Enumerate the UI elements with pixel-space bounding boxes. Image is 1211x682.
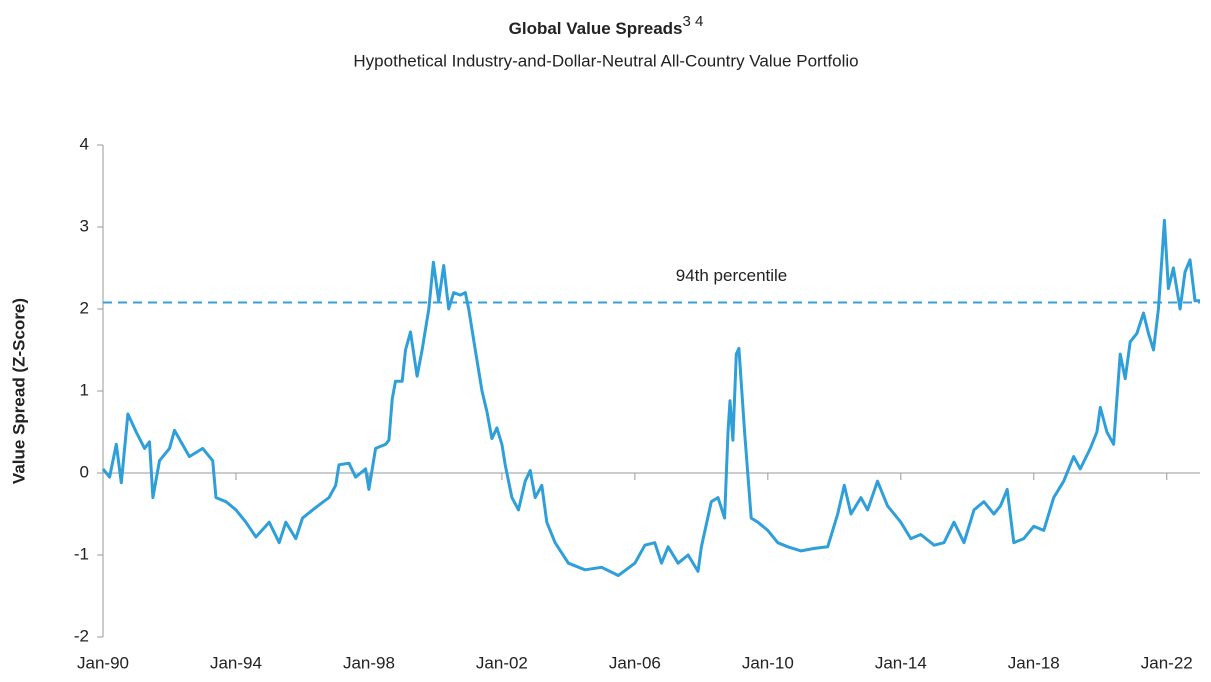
y-axis-label: Value Spread (Z-Score) xyxy=(9,298,28,484)
x-tick-label: Jan-18 xyxy=(1008,653,1060,672)
chart-title: Global Value Spreads3 4 xyxy=(509,13,704,39)
title-main: Global Value Spreads xyxy=(509,19,683,38)
x-tick-label: Jan-22 xyxy=(1141,653,1193,672)
y-tick-label: 4 xyxy=(80,134,89,153)
y-tick-label: 0 xyxy=(80,462,89,481)
x-tick-label: Jan-14 xyxy=(875,653,927,672)
y-tick-label: 3 xyxy=(80,216,89,235)
x-tick-label: Jan-10 xyxy=(742,653,794,672)
chart-subtitle: Hypothetical Industry-and-Dollar-Neutral… xyxy=(353,51,858,70)
value-spread-line xyxy=(101,218,1200,577)
x-tick-label: Jan-94 xyxy=(210,653,262,672)
y-tick-label: -2 xyxy=(74,626,89,645)
y-tick-label: 2 xyxy=(80,298,89,317)
x-tick-label: Jan-90 xyxy=(77,653,129,672)
title-superscript: 3 4 xyxy=(682,13,703,30)
y-tick-label: -1 xyxy=(74,544,89,563)
x-tick-label: Jan-02 xyxy=(476,653,528,672)
x-tick-label: Jan-06 xyxy=(609,653,661,672)
x-tick-label: Jan-98 xyxy=(343,653,395,672)
reference-label: 94th percentile xyxy=(676,266,788,285)
y-tick-label: 1 xyxy=(80,380,89,399)
